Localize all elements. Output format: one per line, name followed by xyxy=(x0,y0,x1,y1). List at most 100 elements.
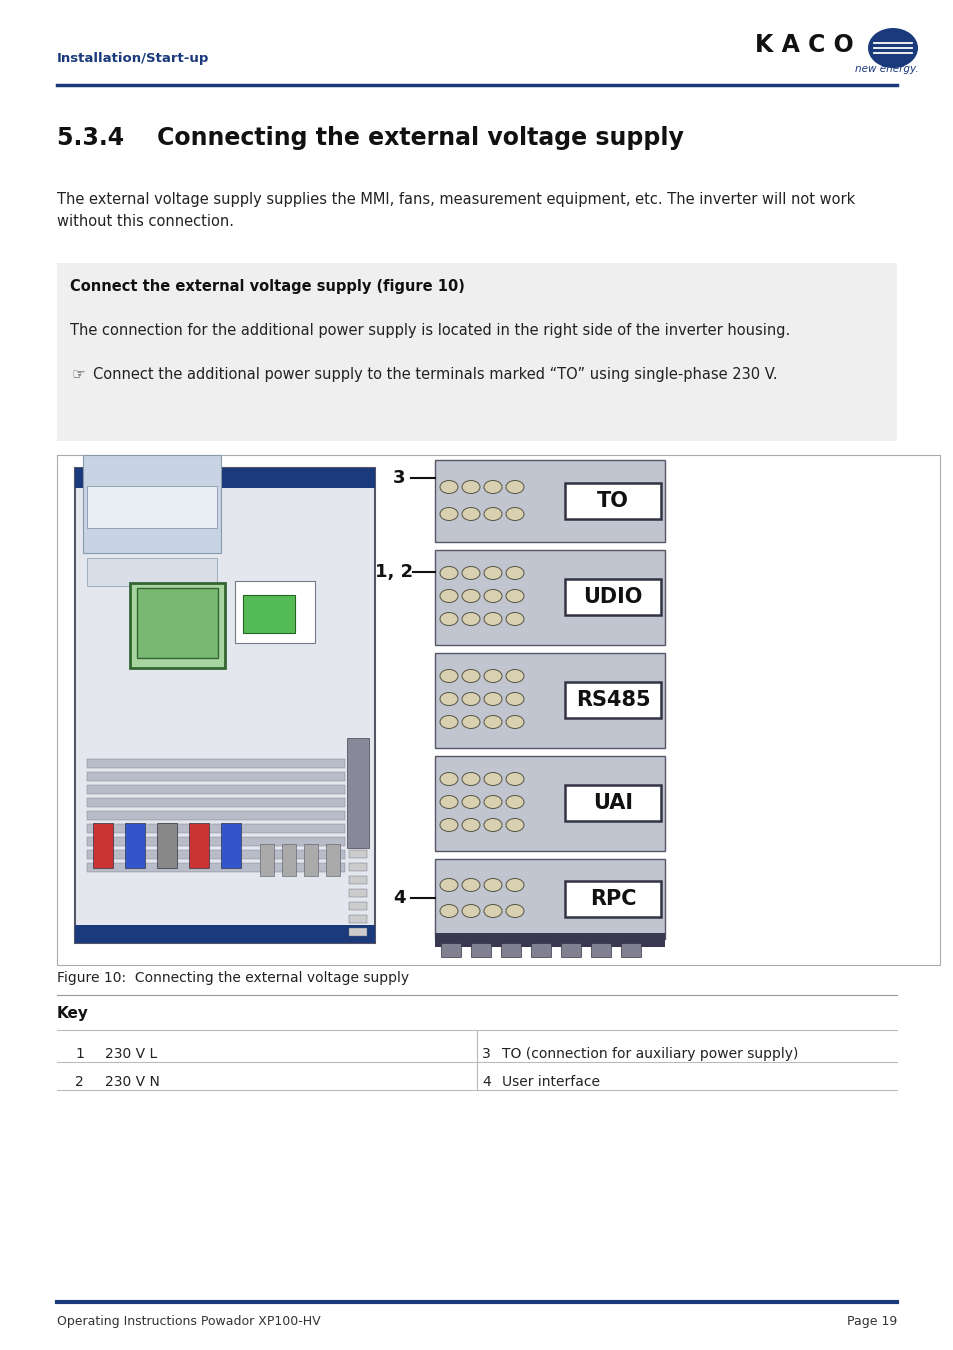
Ellipse shape xyxy=(505,716,523,729)
Text: 2: 2 xyxy=(75,1075,84,1089)
Ellipse shape xyxy=(505,567,523,579)
Bar xyxy=(326,844,339,876)
Ellipse shape xyxy=(483,904,501,918)
Bar xyxy=(87,486,216,528)
Text: 4: 4 xyxy=(393,890,405,907)
Text: 1: 1 xyxy=(75,1048,84,1061)
Ellipse shape xyxy=(461,481,479,494)
Bar xyxy=(620,944,640,957)
Ellipse shape xyxy=(461,772,479,786)
Bar xyxy=(87,863,345,872)
Bar xyxy=(125,824,145,868)
Ellipse shape xyxy=(505,590,523,602)
Text: User interface: User interface xyxy=(501,1075,599,1089)
Bar xyxy=(92,824,112,868)
Bar xyxy=(87,850,345,859)
Bar xyxy=(349,902,367,910)
Bar xyxy=(75,468,375,944)
Ellipse shape xyxy=(439,716,457,729)
Text: 5.3.4    Connecting the external voltage supply: 5.3.4 Connecting the external voltage su… xyxy=(57,126,683,150)
Text: 1, 2: 1, 2 xyxy=(375,563,413,580)
Bar xyxy=(75,468,375,487)
Bar xyxy=(157,824,177,868)
Bar xyxy=(57,263,896,441)
Ellipse shape xyxy=(505,508,523,521)
Ellipse shape xyxy=(461,693,479,706)
Bar xyxy=(560,944,580,957)
Bar xyxy=(189,824,209,868)
Text: UAI: UAI xyxy=(593,792,633,813)
Text: new energy.: new energy. xyxy=(854,63,918,74)
Bar xyxy=(349,890,367,896)
Text: Connect the external voltage supply (figure 10): Connect the external voltage supply (fig… xyxy=(70,279,464,294)
Ellipse shape xyxy=(439,772,457,786)
Ellipse shape xyxy=(439,879,457,891)
Text: 4: 4 xyxy=(481,1075,490,1089)
Ellipse shape xyxy=(483,818,501,832)
Ellipse shape xyxy=(505,693,523,706)
Ellipse shape xyxy=(461,567,479,579)
Ellipse shape xyxy=(439,693,457,706)
Bar xyxy=(564,682,660,718)
Ellipse shape xyxy=(505,904,523,918)
Ellipse shape xyxy=(505,772,523,786)
Text: The external voltage supply supplies the MMI, fans, measurement equipment, etc. : The external voltage supply supplies the… xyxy=(57,192,854,230)
Ellipse shape xyxy=(483,693,501,706)
Bar xyxy=(137,589,218,657)
Bar xyxy=(87,811,345,819)
Bar xyxy=(440,944,460,957)
Ellipse shape xyxy=(461,613,479,625)
Bar xyxy=(282,844,295,876)
Bar xyxy=(435,859,664,940)
Ellipse shape xyxy=(505,670,523,683)
Text: ☞: ☞ xyxy=(71,367,86,382)
Ellipse shape xyxy=(461,590,479,602)
Text: Key: Key xyxy=(57,1006,89,1021)
Ellipse shape xyxy=(505,795,523,809)
Ellipse shape xyxy=(483,590,501,602)
Ellipse shape xyxy=(439,818,457,832)
Ellipse shape xyxy=(483,795,501,809)
Bar xyxy=(75,925,375,944)
Bar xyxy=(590,944,610,957)
Bar xyxy=(87,759,345,768)
Ellipse shape xyxy=(461,670,479,683)
Ellipse shape xyxy=(505,818,523,832)
Ellipse shape xyxy=(439,670,457,683)
Bar xyxy=(304,844,317,876)
Text: Page 19: Page 19 xyxy=(846,1315,896,1328)
Ellipse shape xyxy=(439,481,457,494)
Ellipse shape xyxy=(461,795,479,809)
Text: 230 V N: 230 V N xyxy=(105,1075,160,1089)
Bar xyxy=(87,558,216,586)
Bar xyxy=(87,837,345,846)
Ellipse shape xyxy=(439,508,457,521)
Bar xyxy=(471,944,491,957)
Bar xyxy=(531,944,551,957)
Bar xyxy=(243,595,294,633)
Text: RPC: RPC xyxy=(589,890,636,909)
Bar xyxy=(435,756,664,850)
Bar xyxy=(57,455,939,965)
Ellipse shape xyxy=(483,879,501,891)
Ellipse shape xyxy=(439,613,457,625)
Bar xyxy=(500,944,520,957)
Bar xyxy=(234,580,314,643)
Bar xyxy=(130,583,225,668)
Ellipse shape xyxy=(483,716,501,729)
Ellipse shape xyxy=(483,481,501,494)
Bar xyxy=(87,824,345,833)
Text: Operating Instructions Powador XP100-HV: Operating Instructions Powador XP100-HV xyxy=(57,1315,320,1328)
Ellipse shape xyxy=(439,590,457,602)
Text: TO: TO xyxy=(597,491,628,512)
Ellipse shape xyxy=(461,508,479,521)
Ellipse shape xyxy=(439,904,457,918)
Bar xyxy=(87,784,345,794)
Bar xyxy=(221,824,241,868)
Text: Figure 10:  Connecting the external voltage supply: Figure 10: Connecting the external volta… xyxy=(57,971,409,986)
Text: TO (connection for auxiliary power supply): TO (connection for auxiliary power suppl… xyxy=(501,1048,798,1061)
Text: Connect the additional power supply to the terminals marked “TO” using single-ph: Connect the additional power supply to t… xyxy=(92,367,777,382)
Bar xyxy=(564,784,660,821)
Ellipse shape xyxy=(483,613,501,625)
Bar xyxy=(347,738,369,848)
